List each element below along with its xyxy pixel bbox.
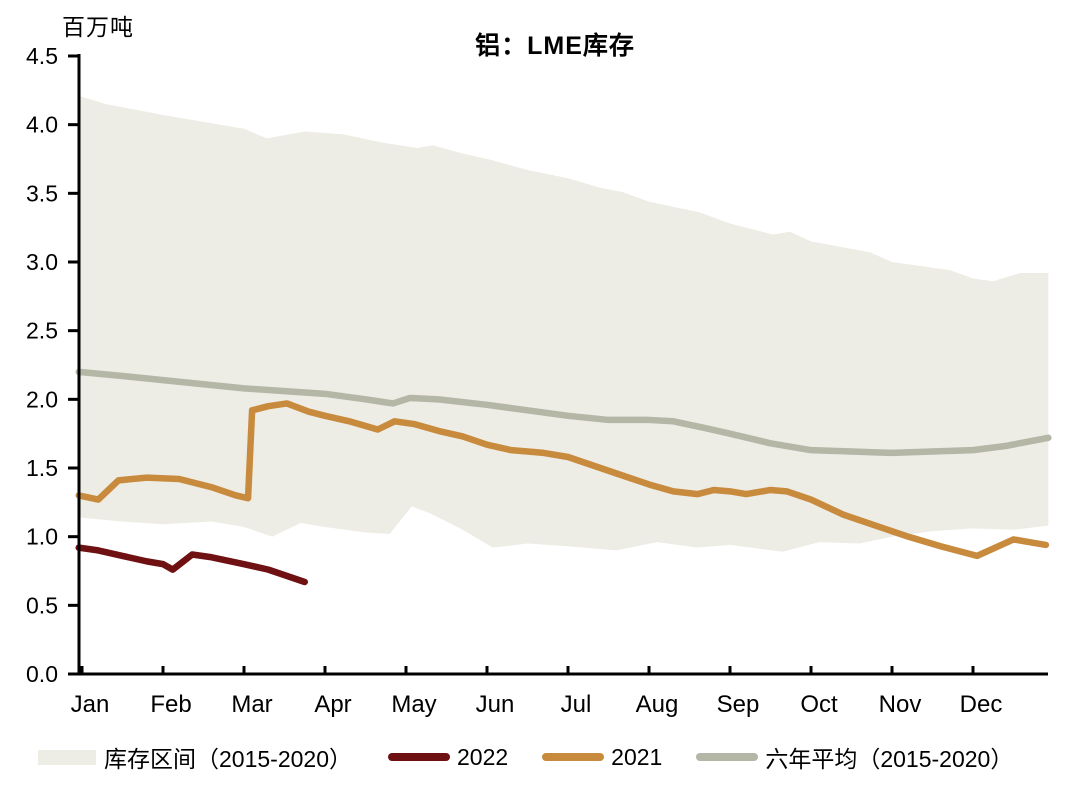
band-swatch (38, 749, 96, 765)
legend-label-2022: 2022 (457, 743, 509, 770)
legend: 库存区间（2015-2020） 2022 2021 六年平均（2015-2020… (38, 740, 1058, 774)
y-tick-label: 3.5 (26, 180, 58, 206)
series-line-2021 (75, 400, 1050, 560)
x-tick-label: Aug (636, 691, 679, 718)
x-tick-label: Apr (314, 691, 351, 718)
x-tick-label: Nov (879, 691, 922, 718)
line-swatch-average (696, 753, 759, 761)
x-tick-label: Sep (717, 691, 760, 718)
legend-item-2021: 2021 (542, 744, 662, 771)
legend-label-average: 六年平均（2015-2020） (765, 746, 1014, 772)
y-tick-label: 1.5 (26, 455, 58, 481)
y-axis-unit-label: 百万吨 (62, 14, 134, 40)
legend-label-band: 库存区间（2015-2020） (104, 746, 352, 772)
legend-label-2021: 2021 (611, 743, 663, 770)
x-tick-label: May (391, 691, 436, 718)
x-tick-label: Oct (800, 691, 838, 718)
legend-item-2022: 2022 (388, 744, 508, 771)
series-line-2022 (75, 544, 308, 586)
x-tick-label: Jan (71, 691, 110, 718)
series-line-20152020 (75, 368, 1052, 457)
legend-item-average: 六年平均（2015-2020） (696, 740, 1013, 774)
line-swatch-2021 (542, 753, 605, 761)
y-tick-label: 0.0 (26, 661, 58, 687)
inventory-range-band (78, 95, 1049, 552)
legend-item-band: 库存区间（2015-2020） (38, 740, 352, 774)
y-tick-label: 3.0 (26, 249, 58, 275)
y-tick-label: 4.0 (26, 112, 58, 138)
x-tick-label: Jun (476, 691, 515, 718)
x-tick-label: Jul (561, 691, 592, 718)
y-tick-label: 1.0 (26, 524, 58, 550)
chart-title: 铝：LME库存 (475, 32, 635, 60)
x-tick-label: Mar (231, 691, 272, 718)
y-tick-label: 0.5 (26, 592, 58, 618)
x-tick-label: Feb (150, 691, 191, 718)
y-tick-label: 4.5 (26, 43, 58, 69)
y-tick-label: 2.5 (26, 318, 58, 344)
x-tick-label: Dec (960, 691, 1003, 718)
y-tick-label: 2.0 (26, 386, 58, 412)
line-swatch-2022 (388, 753, 450, 761)
